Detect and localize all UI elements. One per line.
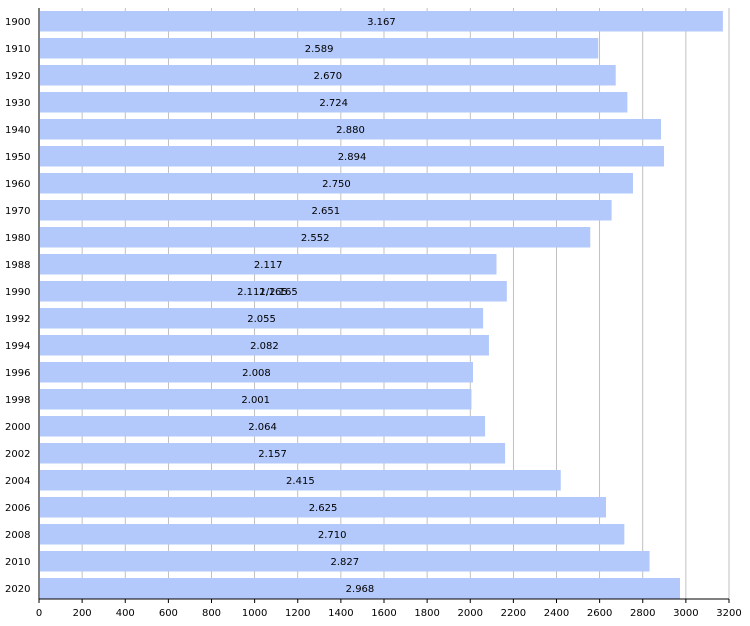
data-labels: 3.167 2.589 2.670 2.724 2.880 2.894 2.750 2.651… [237, 17, 396, 595]
x-tick-label: 0 [36, 608, 42, 619]
bar [40, 470, 561, 491]
category-label: 1996 [5, 368, 30, 379]
bar [40, 335, 489, 356]
x-tick-label: 3000 [673, 608, 698, 619]
bar [40, 551, 650, 572]
category-labels: 1900 1910 1920 1930 1940 1950 1960 1970 1980 1988… [5, 17, 30, 595]
x-tick-label: 1000 [242, 608, 267, 619]
data-label: 2.670 [314, 71, 343, 82]
data-label: 2.064 [248, 422, 277, 433]
category-label: 2004 [5, 476, 30, 487]
category-label: 1950 [5, 152, 30, 163]
category-label: 1940 [5, 125, 30, 136]
x-tick-label: 200 [73, 608, 92, 619]
category-label: 1920 [5, 71, 30, 82]
data-label: 2.710 [318, 530, 347, 541]
data-label: 2.827 [330, 557, 359, 568]
bar [40, 227, 591, 248]
category-label: 1910 [5, 44, 30, 55]
category-label: 2020 [5, 584, 30, 595]
x-tick-label: 3200 [716, 608, 741, 619]
x-tick-label: 1400 [328, 608, 353, 619]
category-label: 1900 [5, 17, 30, 28]
category-label: 1960 [5, 179, 30, 190]
x-tick-label: 2000 [458, 608, 483, 619]
bar [40, 389, 472, 410]
category-label: 1988 [5, 260, 30, 271]
x-axis: 0 200 400 600 800 1000 1200 1400 1600 1800 2000 220… [36, 8, 742, 619]
category-label: 2010 [5, 557, 30, 568]
bar [40, 92, 628, 113]
data-label: 2.117 [254, 260, 283, 271]
data-label: 2.157 [258, 449, 287, 460]
bar [40, 362, 473, 383]
x-tick-label: 800 [202, 608, 221, 619]
data-label-overlay: 2.111/2.165 [237, 287, 298, 298]
data-label: 2.750 [322, 179, 351, 190]
bar [40, 254, 497, 275]
category-label: 1998 [5, 395, 30, 406]
data-label: 2.082 [250, 341, 279, 352]
bar [40, 119, 661, 140]
data-label: 2.625 [309, 503, 338, 514]
data-label: 3.167 [367, 17, 396, 28]
bar [40, 38, 599, 59]
category-label: 1990 [5, 287, 30, 298]
category-label: 1980 [5, 233, 30, 244]
bar [40, 497, 607, 518]
category-label: 2008 [5, 530, 30, 541]
bar [40, 524, 625, 545]
bar [40, 146, 665, 167]
bar [40, 65, 616, 86]
category-label: 2006 [5, 503, 30, 514]
bars [40, 11, 723, 599]
data-label: 2.055 [247, 314, 276, 325]
category-label: 1992 [5, 314, 30, 325]
x-tick-label: 1200 [285, 608, 310, 619]
category-label: 2002 [5, 449, 30, 460]
category-label: 1994 [5, 341, 30, 352]
x-tick-label: 600 [159, 608, 178, 619]
bar [40, 416, 486, 437]
bar [40, 308, 484, 329]
data-label: 2.880 [336, 125, 365, 136]
category-label: 1970 [5, 206, 30, 217]
bar [40, 281, 507, 302]
data-label: 2.415 [286, 476, 315, 487]
data-label: 2.651 [311, 206, 340, 217]
data-label: 2.008 [242, 368, 271, 379]
x-tick-label: 2600 [587, 608, 612, 619]
bar [40, 200, 612, 221]
x-tick-label: 2200 [501, 608, 526, 619]
data-label: 2.001 [241, 395, 270, 406]
data-label: 2.165 [259, 287, 288, 298]
x-tick-label: 400 [116, 608, 135, 619]
bar [40, 578, 680, 599]
category-label: 1930 [5, 98, 30, 109]
bar [40, 11, 723, 32]
data-label: 2.589 [305, 44, 334, 55]
x-tick-label: 1800 [414, 608, 439, 619]
data-label: 2.894 [338, 152, 367, 163]
category-label: 2000 [5, 422, 30, 433]
data-label: 2.552 [301, 233, 330, 244]
x-tick-label: 2800 [630, 608, 655, 619]
bar [40, 173, 633, 194]
x-tick-label: 2400 [544, 608, 569, 619]
data-label: 2.724 [319, 98, 348, 109]
data-label: 2.968 [346, 584, 375, 595]
x-tick-label: 1600 [371, 608, 396, 619]
bar [40, 443, 506, 464]
